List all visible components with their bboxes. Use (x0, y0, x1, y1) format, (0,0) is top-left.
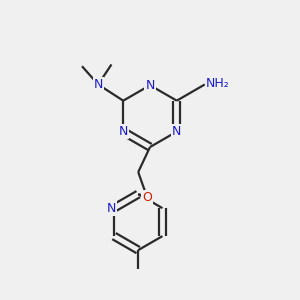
Text: N: N (94, 78, 103, 91)
Text: N: N (145, 79, 155, 92)
Text: NH₂: NH₂ (206, 77, 230, 90)
Text: N: N (107, 202, 116, 215)
Text: N: N (172, 125, 182, 138)
Text: N: N (118, 125, 128, 138)
Text: O: O (142, 190, 152, 204)
